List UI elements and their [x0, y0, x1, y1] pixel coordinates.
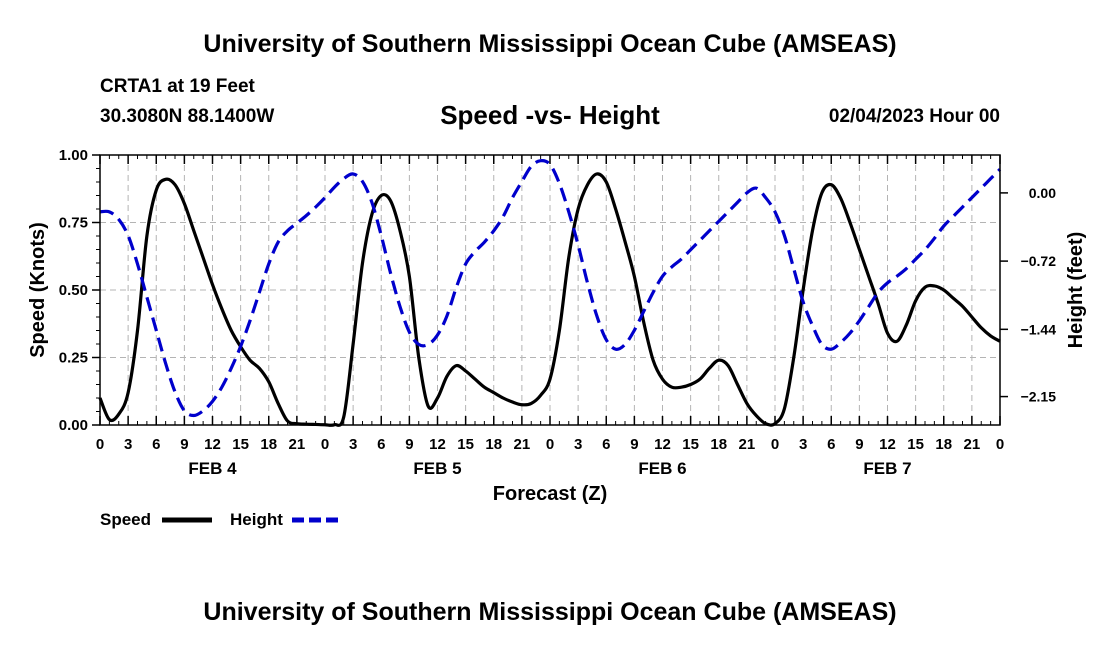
x-tick-label: 3: [574, 436, 582, 453]
y-tick-label: 0.00: [59, 417, 88, 434]
x-tick-label: 9: [405, 436, 413, 453]
x-tick-label: 12: [879, 436, 896, 453]
y2-tick-label: −1.44: [1021, 321, 1057, 337]
x-tick-label: 15: [682, 436, 699, 453]
axis-ticks: [92, 154, 1008, 426]
day-label: FEB 7: [863, 459, 911, 478]
y2-tick-label: −2.15: [1021, 389, 1057, 405]
x-tick-label: 6: [602, 436, 610, 453]
grid-lines: [100, 155, 1000, 425]
x-tick-label: 18: [260, 436, 277, 453]
x-tick-label: 21: [739, 436, 756, 453]
x-tick-label: 0: [96, 436, 104, 453]
x-tick-label: 3: [799, 436, 807, 453]
y2-tick-label: −0.72: [1021, 253, 1057, 269]
y-tick-label: 0.25: [59, 350, 88, 367]
day-label: FEB 4: [188, 459, 237, 478]
chart-title: Speed -vs- Height: [440, 100, 660, 130]
series-height-line: [99, 158, 1002, 418]
x-tick-label: 15: [232, 436, 249, 453]
x-tick-label: 6: [152, 436, 160, 453]
x-tick-label: 0: [321, 436, 329, 453]
x-tick-label: 6: [377, 436, 385, 453]
x-tick-label: 9: [630, 436, 638, 453]
x-tick-label: 6: [827, 436, 835, 453]
y-tick-label: 0.50: [59, 282, 88, 299]
x-tick-label: 0: [771, 436, 779, 453]
x-tick-label: 9: [855, 436, 863, 453]
x-tick-label: 18: [710, 436, 727, 453]
x-tick-label: 18: [935, 436, 952, 453]
x-tick-label: 18: [485, 436, 502, 453]
x-tick-label: 0: [546, 436, 554, 453]
y-axis-title: Speed (Knots): [27, 222, 49, 358]
x-tick-label: 12: [654, 436, 671, 453]
forecast-datetime: 02/04/2023 Hour 00: [828, 106, 1000, 127]
y-tick-label: 0.75: [59, 215, 88, 232]
x-axis-title: Forecast (Z): [493, 483, 607, 505]
y2-tick-label: 0.00: [1029, 185, 1056, 201]
x-tick-label: 21: [964, 436, 981, 453]
x-tick-label: 9: [180, 436, 188, 453]
legend: Speed Height: [100, 510, 342, 529]
series-speed-line: [98, 172, 1001, 427]
x-tick-label: 12: [204, 436, 221, 453]
x-tick-label: 21: [289, 436, 306, 453]
x-tick-label: 15: [457, 436, 474, 453]
footer-title: University of Southern Mississippi Ocean…: [203, 598, 897, 626]
axis-labels: 0 3 6 9 12 15 18 21 0 3 6 9 12 15 18 21 0 3 6 9 12 15 18 21 0 3 6 9…: [27, 147, 1087, 505]
x-tick-label: 15: [907, 436, 924, 453]
day-label: FEB 6: [638, 459, 686, 478]
x-tick-label: 21: [514, 436, 531, 453]
legend-label-height: Height: [230, 510, 283, 529]
series-lines: [98, 158, 1002, 427]
coordinates-label: 30.3080N 88.1400W: [100, 106, 275, 127]
y2-axis-title: Height (feet): [1065, 232, 1087, 349]
y-tick-label: 1.00: [59, 147, 88, 164]
x-tick-label: 0: [996, 436, 1004, 453]
x-tick-label: 3: [124, 436, 132, 453]
legend-label-speed: Speed: [100, 510, 151, 529]
x-tick-label: 12: [429, 436, 446, 453]
page-title: University of Southern Mississippi Ocean…: [203, 30, 897, 58]
station-label: CRTA1 at 19 Feet: [100, 76, 255, 97]
x-tick-label: 3: [349, 436, 357, 453]
day-label: FEB 5: [413, 459, 461, 478]
